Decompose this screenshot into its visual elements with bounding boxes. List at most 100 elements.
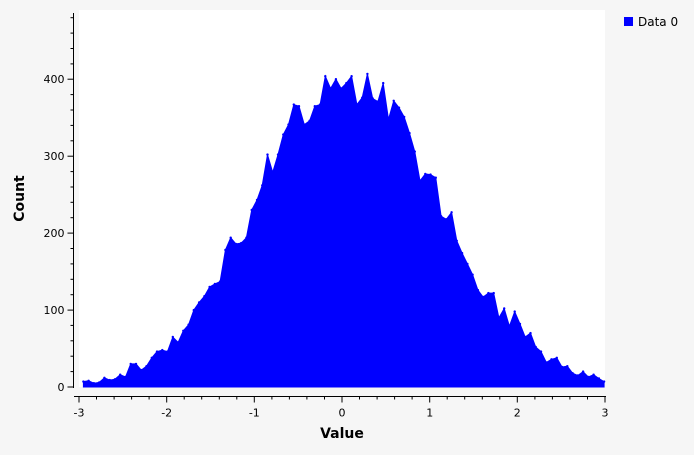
data-point [445,218,448,221]
data-point [208,285,211,289]
x-tick-label: 0 [339,407,346,420]
data-point [282,133,285,136]
data-point [108,378,111,382]
data-point [581,370,585,373]
data-point [345,81,348,85]
data-point [324,75,327,78]
data-point [197,301,201,304]
legend-label: Data 0 [638,15,678,29]
x-tick-label: 2 [514,407,521,420]
data-point [308,119,311,123]
data-point [87,379,90,382]
data-point [602,380,606,383]
data-point [361,96,364,99]
data-point [424,172,427,176]
data-point [187,323,190,326]
data-point [140,368,143,372]
data-point [366,72,369,76]
data-point [134,362,138,366]
data-point [276,153,280,156]
data-point [166,350,169,353]
x-axis-ticks: -3 -2 -1 0 1 2 3 [74,396,609,420]
data-point [229,236,232,239]
data-point [318,103,322,106]
data-point [119,373,122,376]
data-point [476,288,480,292]
data-point [192,308,195,312]
x-tick-label: -1 [249,407,260,420]
data-point [245,236,248,239]
data-point [560,365,564,369]
data-point [418,179,422,182]
data-point [266,153,269,156]
data-point [408,131,411,135]
data-point [171,335,174,339]
data-point [350,75,353,78]
data-point [518,322,522,326]
x-tick-label: -3 [74,407,85,420]
data-point [218,280,222,283]
data-point [587,375,590,379]
data-point [255,198,259,202]
data-point [413,150,416,153]
data-point [466,262,469,266]
data-point [392,99,395,103]
data-point [203,295,206,298]
data-point [403,115,406,119]
series-layer [82,72,606,388]
x-tick-label: -2 [161,407,172,420]
data-point [176,341,180,344]
data-point [397,106,401,109]
data-point [250,208,253,212]
data-point [82,380,85,383]
data-point [297,105,301,108]
data-point [434,176,437,179]
data-point [487,291,490,295]
data-point [534,345,537,349]
data-point [539,350,543,353]
y-axis-title: Count [12,175,28,222]
data-point [129,362,132,366]
legend-swatch [624,17,633,26]
data-point [429,173,432,176]
data-point [497,316,501,319]
y-tick-label: 300 [44,150,65,163]
x-tick-label: 3 [602,407,609,420]
y-tick-label: 0 [58,381,65,394]
data-point [234,242,238,246]
data-point [571,372,574,375]
data-point [460,251,464,255]
y-axis-ticks: 0 100 200 300 400 [44,17,74,394]
data-point [376,100,380,103]
data-point [576,374,579,377]
data-point [182,329,185,332]
y-tick-label: 400 [44,73,65,86]
data-point [339,87,343,90]
legend: Data 0 [624,15,678,29]
data-point [287,123,290,126]
data-point [471,273,474,276]
data-point [481,295,485,299]
data-point [292,103,295,106]
data-point [387,118,390,121]
data-point [103,376,106,379]
x-tick-label: 1 [426,407,433,420]
data-point [329,87,332,90]
data-point [113,378,117,381]
data-point [224,248,227,252]
data-point [98,381,101,384]
data-point [155,350,159,353]
data-point [550,358,553,361]
y-tick-label: 200 [44,227,65,240]
data-point [303,123,306,126]
x-axis-title: Value [320,426,364,442]
data-point [524,335,527,339]
data-point [92,382,96,385]
data-point [492,291,495,295]
data-point [597,377,601,380]
data-point [529,331,532,335]
data-point [261,184,264,187]
data-point [124,375,127,379]
data-point [545,361,548,364]
